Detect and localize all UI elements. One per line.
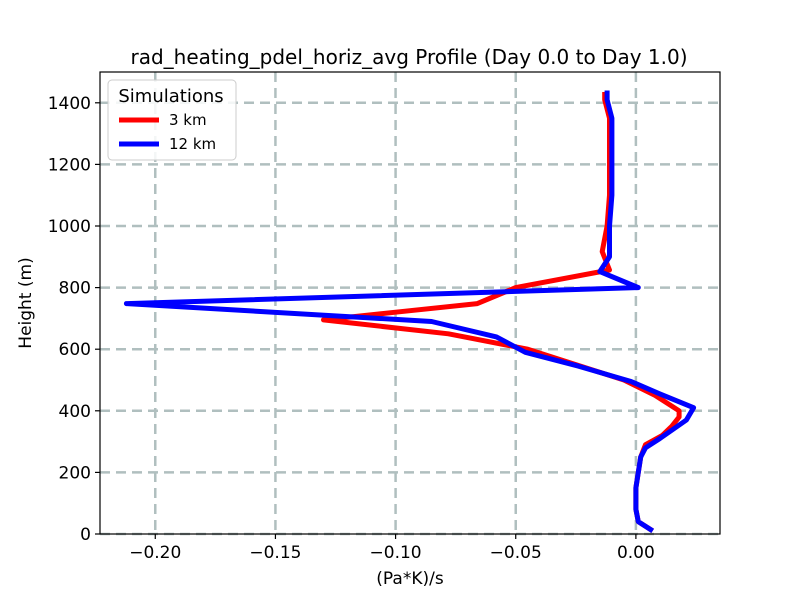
legend-label-12km: 12 km xyxy=(169,135,216,153)
y-axis-label: Height (m) xyxy=(16,257,36,348)
plot-frame xyxy=(99,71,721,535)
series-line-12km xyxy=(123,90,697,534)
y-axis-ticks: 0 200 400 600 800 1000 1200 1400 xyxy=(48,94,100,545)
chart-title: rad_heating_pdel_horiz_avg Profile (Day … xyxy=(130,45,687,69)
x-tick-label: −0.05 xyxy=(490,543,542,563)
y-tick-label: 1000 xyxy=(48,217,91,237)
x-tick-label: −0.15 xyxy=(249,543,301,563)
y-tick-label: 1200 xyxy=(48,155,91,175)
x-axis-ticks: −0.20 −0.15 −0.10 −0.05 0.00 xyxy=(129,534,655,563)
y-tick-label: 0 xyxy=(80,525,91,545)
x-tick-label: −0.20 xyxy=(129,543,181,563)
x-axis-label: (Pa*K)/s xyxy=(376,569,444,589)
y-tick-label: 1400 xyxy=(48,94,91,114)
legend-box xyxy=(107,79,237,161)
legend: Simulations 3 km 12 km xyxy=(107,79,237,161)
legend-label-3km: 3 km xyxy=(169,111,207,129)
legend-title: Simulations xyxy=(118,86,223,107)
y-tick-label: 400 xyxy=(59,402,91,422)
x-tick-label: −0.10 xyxy=(370,543,422,563)
y-tick-label: 800 xyxy=(59,279,91,299)
x-tick-label: 0.00 xyxy=(617,543,655,563)
y-tick-label: 200 xyxy=(59,463,91,483)
y-tick-label: 600 xyxy=(59,340,91,360)
series-layer xyxy=(123,90,697,534)
